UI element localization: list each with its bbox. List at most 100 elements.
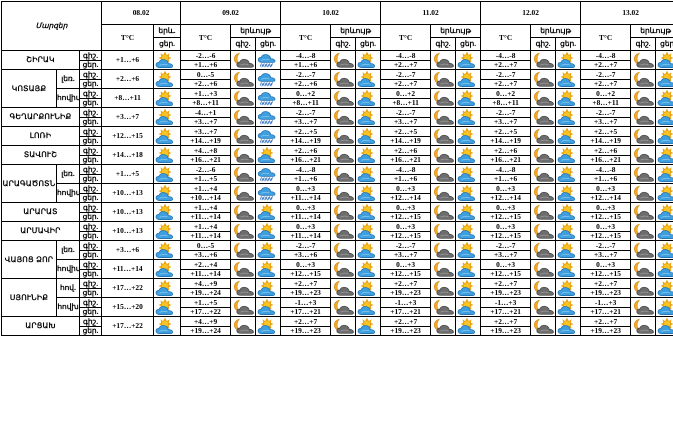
moon-cloud-icon-cell	[330, 69, 357, 89]
temp-cell: +16…+21	[380, 154, 432, 165]
temp-cell: +8…+11	[280, 97, 332, 108]
sun-cloud-icon-cell	[555, 126, 582, 146]
sun-cloud-icon	[457, 51, 480, 69]
tc-header-4: T°C	[480, 24, 532, 51]
moon-cloud-icon-cell	[430, 126, 457, 146]
temp-cell: +12…+15	[280, 268, 332, 279]
sun-cloud-icon-cell	[153, 50, 182, 70]
night-label-cell: գիշ.	[78, 202, 103, 213]
day-header-1: ցեր.	[255, 37, 282, 51]
sun-cloud-icon	[557, 317, 580, 335]
temp-cell: +19…+24	[180, 287, 232, 298]
temp-cell: +12…+14	[580, 192, 632, 203]
region-sublabel: հովիտ	[57, 93, 79, 103]
sun-cloud-icon-cell	[455, 69, 482, 89]
sun-cloud-icon	[357, 241, 380, 259]
night-label-cell: գիշ.	[78, 107, 103, 118]
moon-cloud-icon-cell	[430, 259, 457, 279]
moon-cloud-icon	[532, 109, 555, 126]
day-label-cell: ցեր.	[78, 230, 103, 241]
night-label-cell: գիշ.	[78, 164, 103, 175]
temp-cell: +1…+6	[480, 173, 532, 184]
sun-cloud-icon-cell	[153, 297, 182, 317]
region-label: ԱՐՑԱԽ	[25, 321, 56, 331]
night-label-cell: գիշ.	[78, 259, 103, 270]
day-label-cell: ցեր.	[78, 173, 103, 184]
sun-cloud-icon	[155, 298, 180, 316]
moon-cloud-icon-cell	[330, 316, 357, 336]
temp-cell: +2…+4	[180, 259, 232, 270]
phenom-header-3: երևույթ	[430, 24, 482, 38]
region-label: ԿՈՏԱՅՔ	[11, 83, 47, 93]
temp-cell: -4…-8	[380, 50, 432, 61]
tc-header-5: T°C	[580, 24, 632, 51]
night-label-cell: գիշ.	[78, 316, 103, 327]
sun-cloud-icon-cell	[455, 107, 482, 127]
temp-cell: 0…+3	[380, 221, 432, 232]
moon-cloud-icon-cell	[530, 107, 557, 127]
moon-cloud-icon-cell	[530, 50, 557, 70]
sun-cloud-icon-cell	[655, 88, 673, 108]
sun-cloud-icon-cell	[455, 259, 482, 279]
table-row: ցեր. +1…+6 +1…+6 +2…+7 +2…+7 +2…+7	[2, 59, 673, 70]
sun-cloud-icon	[357, 89, 380, 107]
day-label-cell: ցեր.	[78, 192, 103, 203]
temp-cell: +12…+15	[380, 230, 432, 241]
table-row: ՎԱՅՈՑ ՁՈՐ լեռ. գիշ. +3…+6 0…-5 -2…-7	[1, 240, 673, 279]
sun-cloud-icon	[155, 222, 180, 240]
sun-cloud-icon	[257, 241, 280, 259]
temp-cell: +2…+7	[380, 59, 432, 70]
day-label-cell: ցեր.	[78, 154, 103, 165]
moon-cloud-icon-cell	[530, 297, 557, 317]
temp-cell: +16…+21	[280, 154, 332, 165]
temp-cell: +8…+11	[580, 97, 632, 108]
sun-cloud-icon-cell	[255, 145, 282, 165]
temp-cell: -4…-8	[280, 164, 332, 175]
temp-cell: +2…+6	[101, 69, 155, 89]
sun-cloud-icon-cell	[455, 145, 482, 165]
temp-cell: +3…+7	[180, 116, 232, 127]
temp-cell: 0…+3	[480, 259, 532, 270]
sun-cloud-icon-cell	[655, 297, 673, 317]
header-row-metrics: T°C երև. T°C երևույթ T°C երևույթ T°C երև…	[2, 24, 673, 51]
sun-cloud-icon-cell	[655, 259, 673, 279]
moon-cloud-icon	[532, 261, 555, 278]
sun-cloud-icon-cell	[555, 69, 582, 89]
sun-cloud-icon-cell	[655, 202, 673, 222]
temp-cell: +3…+6	[101, 240, 155, 260]
moon-cloud-icon-cell	[430, 69, 457, 89]
temp-cell: 0…+2	[480, 88, 532, 99]
moon-cloud-icon	[232, 166, 255, 183]
temp-cell: +19…+23	[380, 325, 432, 336]
sun-cloud-icon	[657, 146, 673, 164]
temp-cell: +2…+5	[380, 126, 432, 137]
night-label-cell: գիշ.	[78, 126, 103, 137]
day-label-cell: ցեր.	[78, 135, 103, 146]
moon-cloud-icon	[332, 71, 355, 88]
temp-cell: +8…+11	[101, 88, 155, 108]
sun-cloud-icon	[357, 108, 380, 126]
day-header-5: ցեր.	[655, 37, 673, 51]
region-sublabel-cell: հովիտ	[56, 259, 80, 279]
temp-cell: +12…+15	[580, 268, 632, 279]
sun-cloud-icon	[357, 298, 380, 316]
sun-cloud-icon	[457, 146, 480, 164]
sun-cloud-icon-cell	[255, 278, 282, 298]
table-row: ԱՐՄԱՎԻՐ գիշ. +10…+13 +1…+4 0…+3	[1, 221, 673, 241]
temp-cell: +1…+3	[180, 88, 232, 99]
moon-cloud-icon-cell	[530, 88, 557, 108]
temp-cell: +14…+19	[180, 135, 232, 146]
temp-cell: -2…-6	[180, 164, 232, 175]
temp-cell: -2…-7	[280, 69, 332, 80]
moon-cloud-icon	[632, 52, 655, 69]
temp-cell: +2…+7	[480, 316, 532, 327]
moon-cloud-icon-cell	[330, 278, 357, 298]
sun-cloud-icon	[155, 70, 180, 88]
sun-cloud-icon	[257, 222, 280, 240]
temp-cell: +2…+7	[580, 278, 632, 289]
temp-cell: +19…+23	[380, 287, 432, 298]
sun-cloud-icon	[155, 184, 180, 202]
region-label: ԱՐԱԳԱԾՈՏՆ	[2, 178, 56, 188]
region-name-cell: ԱՐԱԳԱԾՈՏՆ	[1, 164, 57, 203]
day-header-0: ցեր.	[153, 37, 182, 51]
